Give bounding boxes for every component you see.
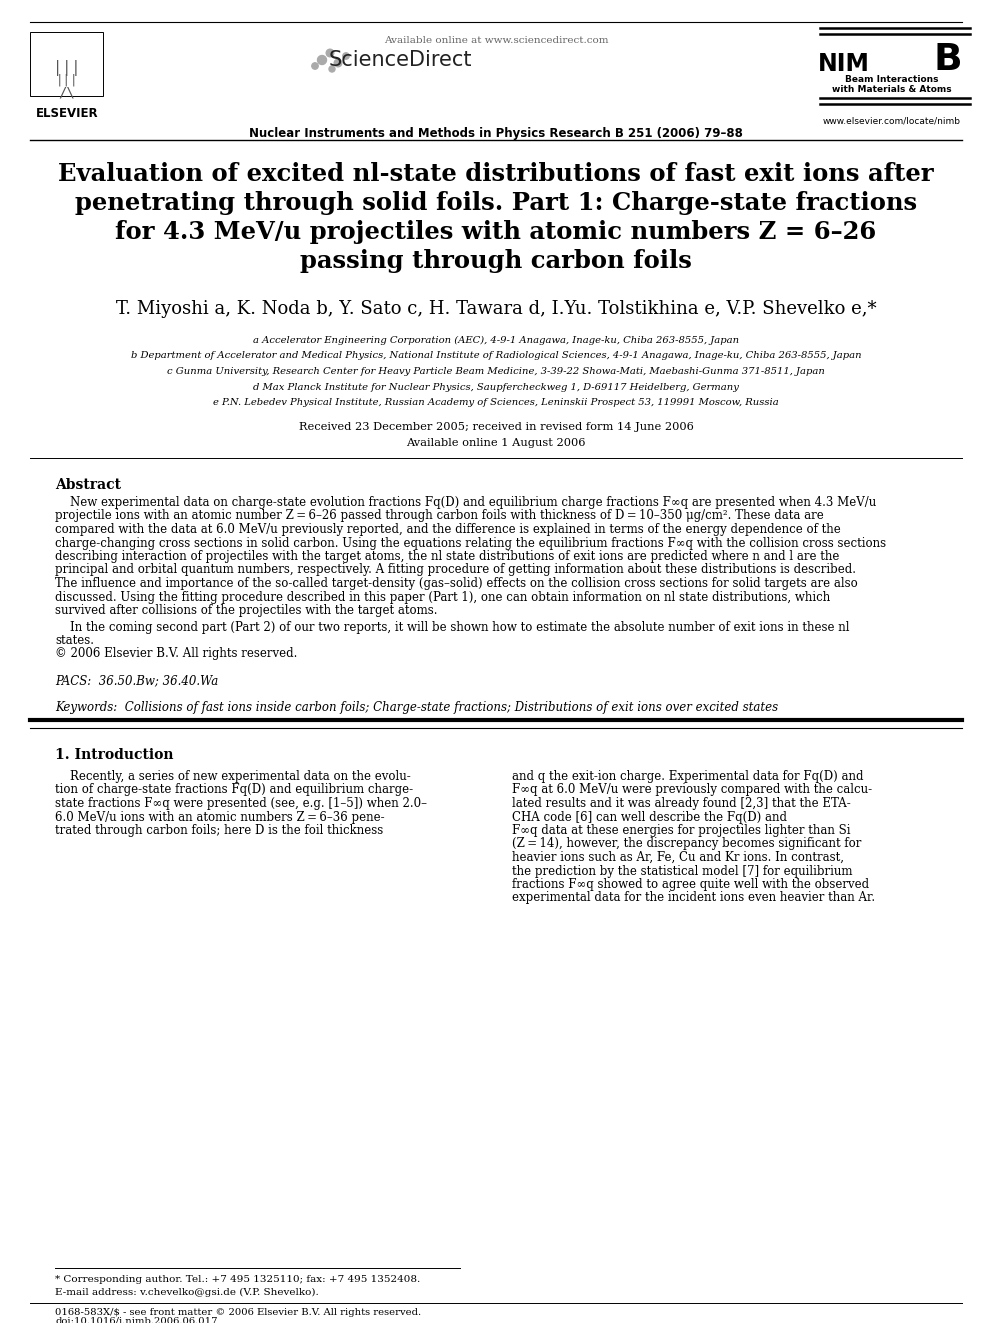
Text: trated through carbon foils; here D is the foil thickness: trated through carbon foils; here D is t…	[55, 824, 383, 837]
Text: |||: |||	[54, 60, 80, 75]
Text: discussed. Using the fitting procedure described in this paper (Part 1), one can: discussed. Using the fitting procedure d…	[55, 590, 830, 603]
Text: states.: states.	[55, 634, 94, 647]
Text: NIM: NIM	[818, 52, 870, 75]
Text: Nuclear Instruments and Methods in Physics Research B 251 (2006) 79–88: Nuclear Instruments and Methods in Physi…	[249, 127, 743, 140]
Text: c Gunma University, Research Center for Heavy Particle Beam Medicine, 3-39-22 Sh: c Gunma University, Research Center for …	[167, 366, 825, 376]
Text: Abstract: Abstract	[55, 478, 121, 492]
Text: ScienceDirect: ScienceDirect	[328, 50, 472, 70]
Text: B: B	[933, 42, 962, 78]
Text: 1. Introduction: 1. Introduction	[55, 747, 174, 762]
Circle shape	[326, 49, 333, 57]
Text: Evaluation of excited nl-state distributions of fast exit ions after: Evaluation of excited nl-state distribut…	[59, 161, 933, 187]
Text: the prediction by the statistical model [7] for equilibrium: the prediction by the statistical model …	[512, 864, 852, 877]
Text: CHA code [6] can well describe the Fq(D) and: CHA code [6] can well describe the Fq(D)…	[512, 811, 787, 823]
Text: ELSEVIER: ELSEVIER	[36, 107, 98, 120]
Text: Beam Interactions: Beam Interactions	[845, 75, 938, 83]
Text: doi:10.1016/j.nimb.2006.06.017: doi:10.1016/j.nimb.2006.06.017	[55, 1316, 217, 1323]
Text: E-mail address: v.chevelko@gsi.de (V.P. Shevelko).: E-mail address: v.chevelko@gsi.de (V.P. …	[55, 1289, 318, 1297]
Text: e P.N. Lebedev Physical Institute, Russian Academy of Sciences, Leninskii Prospe: e P.N. Lebedev Physical Institute, Russi…	[213, 398, 779, 407]
Text: compared with the data at 6.0 MeV/u previously reported, and the difference is e: compared with the data at 6.0 MeV/u prev…	[55, 523, 841, 536]
Text: Available online 1 August 2006: Available online 1 August 2006	[407, 438, 585, 448]
Text: experimental data for the incident ions even heavier than Ar.: experimental data for the incident ions …	[512, 892, 875, 905]
Circle shape	[334, 60, 342, 66]
Text: |||: |||	[56, 74, 78, 87]
Text: survived after collisions of the projectiles with the target atoms.: survived after collisions of the project…	[55, 605, 437, 617]
Text: (Z = 14), however, the discrepancy becomes significant for: (Z = 14), however, the discrepancy becom…	[512, 837, 861, 851]
Circle shape	[317, 56, 326, 65]
Text: F∞q at 6.0 MeV/u were previously compared with the calcu-: F∞q at 6.0 MeV/u were previously compare…	[512, 783, 872, 796]
Text: The influence and importance of the so-called target-density (gas–solid) effects: The influence and importance of the so-c…	[55, 577, 858, 590]
Text: T. Miyoshi a, K. Noda b, Y. Sato c, H. Tawara d, I.Yu. Tolstikhina e, V.P. Sheve: T. Miyoshi a, K. Noda b, Y. Sato c, H. T…	[116, 300, 876, 318]
Text: charge-changing cross sections in solid carbon. Using the equations relating the: charge-changing cross sections in solid …	[55, 537, 886, 549]
Circle shape	[329, 66, 335, 71]
Text: www.elsevier.com/locate/nimb: www.elsevier.com/locate/nimb	[823, 116, 961, 124]
Text: with Materials & Atoms: with Materials & Atoms	[832, 85, 951, 94]
Circle shape	[343, 53, 349, 60]
Text: describing interaction of projectiles with the target atoms, the nl state distri: describing interaction of projectiles wi…	[55, 550, 839, 564]
Text: Recently, a series of new experimental data on the evolu-: Recently, a series of new experimental d…	[55, 770, 411, 783]
Text: b Department of Accelerator and Medical Physics, National Institute of Radiologi: b Department of Accelerator and Medical …	[131, 352, 861, 360]
Text: projectile ions with an atomic number Z = 6–26 passed through carbon foils with : projectile ions with an atomic number Z …	[55, 509, 823, 523]
Text: F∞q data at these energies for projectiles lighter than Si: F∞q data at these energies for projectil…	[512, 824, 850, 837]
Text: Keywords:  Collisions of fast ions inside carbon foils; Charge-state fractions; : Keywords: Collisions of fast ions inside…	[55, 701, 778, 714]
Text: © 2006 Elsevier B.V. All rights reserved.: © 2006 Elsevier B.V. All rights reserved…	[55, 647, 298, 660]
Text: In the coming second part (Part 2) of our two reports, it will be shown how to e: In the coming second part (Part 2) of ou…	[55, 620, 849, 634]
Text: for 4.3 MeV/u projectiles with atomic numbers Z = 6–26: for 4.3 MeV/u projectiles with atomic nu…	[115, 220, 877, 243]
Circle shape	[311, 62, 318, 69]
FancyBboxPatch shape	[30, 32, 103, 97]
Text: heavier ions such as Ar, Fe, Cu and Kr ions. In contrast,: heavier ions such as Ar, Fe, Cu and Kr i…	[512, 851, 844, 864]
Text: 0168-583X/$ - see front matter © 2006 Elsevier B.V. All rights reserved.: 0168-583X/$ - see front matter © 2006 El…	[55, 1308, 422, 1316]
Text: * Corresponding author. Tel.: +7 495 1325110; fax: +7 495 1352408.: * Corresponding author. Tel.: +7 495 132…	[55, 1275, 421, 1285]
Text: PACS:  36.50.Bw; 36.40.Wa: PACS: 36.50.Bw; 36.40.Wa	[55, 675, 218, 688]
Text: New experimental data on charge-state evolution fractions Fq(D) and equilibrium : New experimental data on charge-state ev…	[55, 496, 876, 509]
Text: passing through carbon foils: passing through carbon foils	[300, 249, 692, 273]
Text: d Max Planck Institute for Nuclear Physics, Saupfercheckweg 1, D-69117 Heidelber: d Max Planck Institute for Nuclear Physi…	[253, 382, 739, 392]
Text: state fractions F∞q were presented (see, e.g. [1–5]) when 2.0–: state fractions F∞q were presented (see,…	[55, 796, 427, 810]
Text: Received 23 December 2005; received in revised form 14 June 2006: Received 23 December 2005; received in r…	[299, 422, 693, 433]
Text: fractions F∞q showed to agree quite well with the observed: fractions F∞q showed to agree quite well…	[512, 878, 869, 890]
Text: tion of charge-state fractions Fq(D) and equilibrium charge-: tion of charge-state fractions Fq(D) and…	[55, 783, 413, 796]
Text: /\: /\	[59, 85, 75, 99]
Text: and q the exit-ion charge. Experimental data for Fq(D) and: and q the exit-ion charge. Experimental …	[512, 770, 863, 783]
Text: 6.0 MeV/u ions with an atomic numbers Z = 6–36 pene-: 6.0 MeV/u ions with an atomic numbers Z …	[55, 811, 385, 823]
Text: a Accelerator Engineering Corporation (AEC), 4-9-1 Anagawa, Inage-ku, Chiba 263-: a Accelerator Engineering Corporation (A…	[253, 336, 739, 345]
Text: lated results and it was already found [2,3] that the ETA-: lated results and it was already found […	[512, 796, 851, 810]
Text: Available online at www.sciencedirect.com: Available online at www.sciencedirect.co…	[384, 36, 608, 45]
Text: penetrating through solid foils. Part 1: Charge-state fractions: penetrating through solid foils. Part 1:…	[75, 191, 917, 216]
Text: principal and orbital quantum numbers, respectively. A fitting procedure of gett: principal and orbital quantum numbers, r…	[55, 564, 856, 577]
